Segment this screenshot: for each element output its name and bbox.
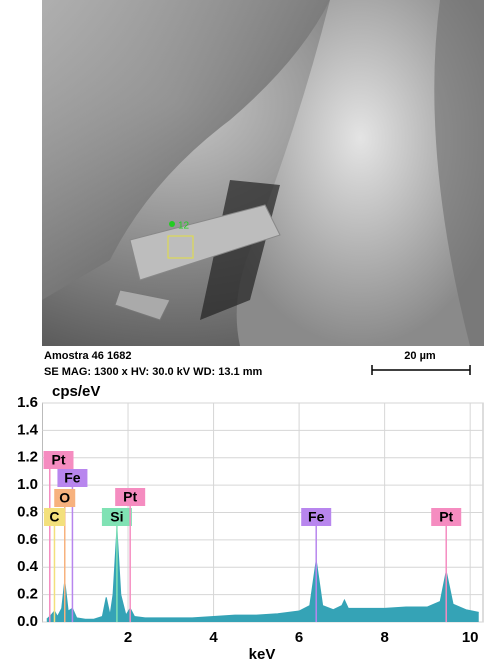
y-tick-label: 1.2 — [17, 449, 38, 466]
page: 12 Amostra 46 1682 SE MAG: 1300 x HV: 30… — [0, 0, 484, 664]
peak-label: Pt — [52, 452, 66, 468]
y-tick-label: 1.6 — [17, 394, 38, 411]
peak-label: C — [49, 509, 59, 525]
peak-label: Pt — [439, 509, 453, 525]
analysis-label: 12 — [178, 221, 190, 232]
peak-label: Fe — [308, 509, 325, 525]
analysis-point — [169, 221, 175, 227]
sem-image: 12 — [42, 0, 484, 346]
y-axis-label: cps/eV — [52, 383, 100, 400]
y-tick-label: 0.4 — [17, 558, 39, 575]
scale-bar — [372, 365, 470, 375]
x-tick-label: 8 — [380, 629, 388, 646]
figure: 12 Amostra 46 1682 SE MAG: 1300 x HV: 30… — [0, 0, 484, 664]
x-tick-label: 6 — [295, 629, 303, 646]
y-tick-label: 0.2 — [17, 586, 38, 603]
plot: 0.0 0.2 0.4 0.6 0.8 1.0 1.2 1.4 1.6 2 4 6 8 10 Pt Fe OC S… — [17, 394, 483, 646]
x-tick-label: 10 — [462, 629, 479, 646]
x-tick-label: 2 — [124, 629, 132, 646]
caption-details: SE MAG: 1300 x HV: 30.0 kV WD: 13.1 mm — [44, 366, 262, 378]
y-tick-label: 0.0 — [17, 613, 38, 630]
peak-label: Fe — [64, 470, 81, 486]
y-tick-label: 0.8 — [17, 503, 38, 520]
x-tick-label: 4 — [209, 629, 218, 646]
peak-label: Si — [110, 509, 123, 525]
y-tick-label: 0.6 — [17, 531, 38, 548]
peak-label: Pt — [123, 489, 137, 505]
caption-title: Amostra 46 1682 — [44, 350, 131, 362]
y-tick-label: 1.4 — [17, 421, 39, 438]
x-axis-label: keV — [249, 646, 276, 663]
y-tick-label: 1.0 — [17, 476, 38, 493]
peak-label: O — [59, 490, 70, 506]
scale-bar-label: 20 µm — [404, 350, 436, 362]
